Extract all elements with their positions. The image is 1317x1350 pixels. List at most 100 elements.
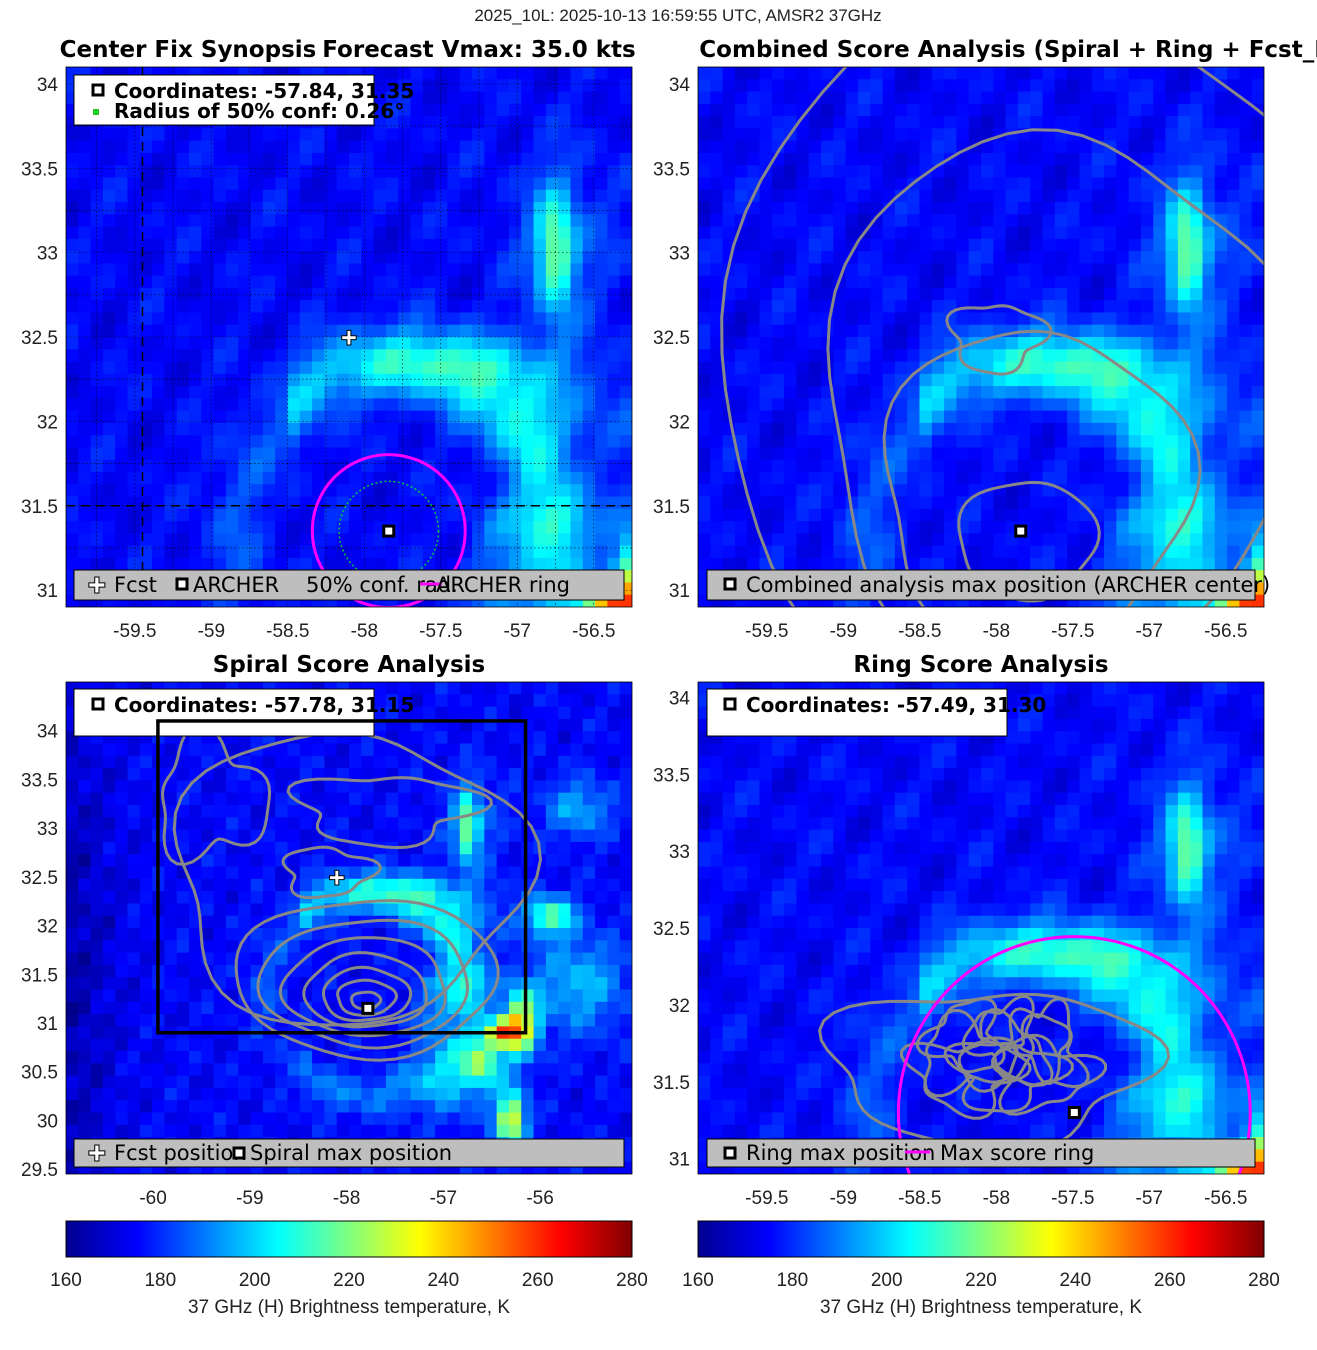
heatmap-cell [698,275,711,289]
heatmap-cell [496,410,510,424]
heatmap-cell [857,484,871,498]
heatmap-cell [287,545,301,559]
heatmap-cell [102,410,116,424]
heatmap-cell [857,472,871,485]
heatmap-cell [734,189,748,203]
heatmap-cell [1067,533,1081,547]
heatmap-cell [907,140,921,154]
heatmap-cell [324,755,338,769]
heatmap-cell [275,484,289,498]
heatmap-cell [595,177,608,191]
heatmap-cell [1190,263,1204,277]
heatmap-cell [90,275,104,289]
heatmap-cell [784,373,798,387]
heatmap-cell [1251,300,1264,314]
heatmap-cell [796,165,810,179]
heatmap-cell [447,337,461,350]
heatmap-cell [919,214,933,228]
heatmap-cell [533,361,547,375]
heatmap-cell [784,91,798,105]
heatmap-cell [710,67,724,80]
heatmap-cell [472,103,485,117]
heatmap-cell [1214,496,1228,510]
heatmap-cell [225,251,239,264]
heatmap-cell [102,780,116,794]
heatmap-cell [1128,349,1142,363]
heatmap-cell [907,386,921,399]
heatmap-cell [545,67,559,80]
heatmap-cell [747,79,761,93]
heatmap-cell [1214,312,1228,326]
heatmap-cell [127,337,141,350]
heatmap-cell [734,103,748,117]
heatmap-cell [238,422,252,436]
heatmap-cell [127,817,141,831]
heatmap-cell [956,238,970,252]
heatmap-cell [784,496,798,510]
heatmap-cell [533,103,547,117]
heatmap-cell [324,226,338,240]
heatmap-cell [127,459,141,473]
heatmap-cell [447,410,461,424]
heatmap-cell [459,312,473,326]
heatmap-cell [422,508,436,522]
heatmap-cell [496,472,510,485]
heatmap-cell [66,755,79,769]
heatmap-cell [1104,459,1117,473]
heatmap-cell [336,337,350,350]
heatmap-cell [127,805,141,818]
heatmap-cell [213,805,227,818]
heatmap-cell [299,964,313,978]
heatmap-cell [1030,226,1044,240]
heatmap-cell [164,337,178,350]
heatmap-cell [225,878,239,892]
heatmap-cell [90,1038,104,1052]
heatmap-cell [833,557,847,571]
heatmap-cell [1104,361,1117,375]
heatmap-cell [287,1075,301,1089]
heatmap-cell [845,226,859,240]
heatmap-cell [189,140,202,154]
heatmap-cell [1067,177,1081,191]
heatmap-cell [373,287,387,301]
heatmap-cell [189,152,202,166]
heatmap-cell [1104,324,1117,338]
heatmap-cell [1104,152,1117,166]
heatmap-cell [90,977,104,991]
legend-combined: Combined analysis max position (ARCHER c… [746,573,1270,597]
heatmap-cell [90,1075,104,1089]
heatmap-cell [361,324,375,338]
heatmap-cell [373,189,387,203]
heatmap-cell [90,928,104,941]
heatmap-cell [262,940,276,954]
heatmap-cell [1140,349,1154,363]
heatmap-cell [484,410,498,424]
heatmap-cell [66,903,79,917]
y-tick-label: 32 [669,412,690,433]
heatmap-cell [1104,287,1117,301]
heatmap-cell [771,189,785,203]
heatmap-cell [1239,447,1253,461]
heatmap-cell [472,349,485,363]
heatmap-cell [784,152,798,166]
heatmap-cell [287,817,301,831]
heatmap-cell [299,533,313,547]
heatmap-cell [582,116,596,129]
heatmap-cell [139,1001,153,1015]
heatmap-cell [1128,189,1142,203]
heatmap-cell [410,521,424,534]
heatmap-cell [747,459,761,473]
heatmap-cell [1067,545,1081,559]
heatmap-cell [521,533,535,547]
center-marker [382,524,396,538]
heatmap-cell [747,116,761,129]
heatmap-cell [907,484,921,498]
heatmap-cell [201,780,215,794]
heatmap-cell [102,177,116,191]
heatmap-cell [796,447,810,461]
heatmap-cell [1104,202,1117,215]
heatmap-cell [1116,496,1130,510]
heatmap-cell [189,521,202,534]
heatmap-cell [710,398,724,412]
heatmap-cell [213,1001,227,1015]
